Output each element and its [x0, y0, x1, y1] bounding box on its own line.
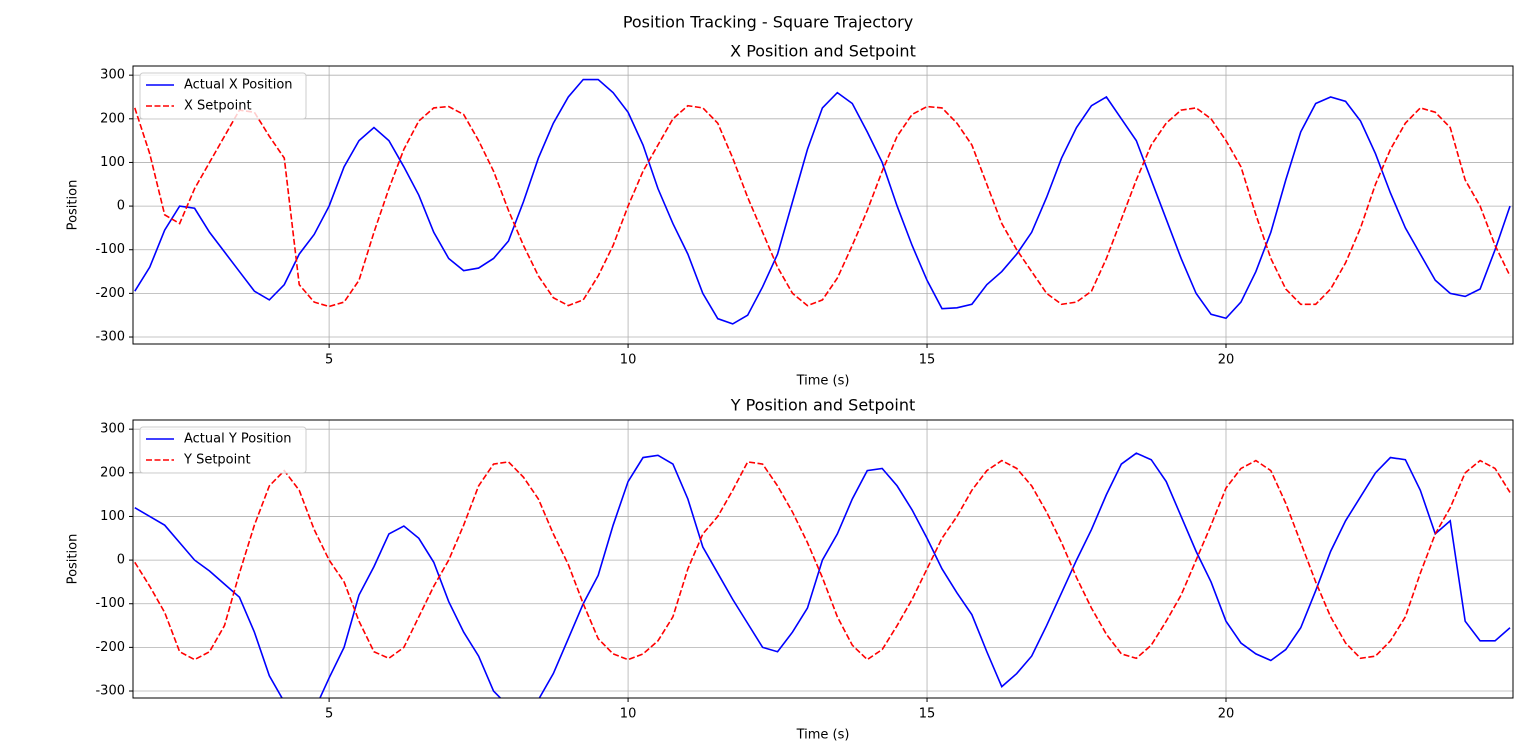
figure-title: Position Tracking - Square Trajectory	[623, 13, 913, 32]
x-tick-label: 15	[919, 707, 936, 722]
axes-title: Y Position and Setpoint	[730, 396, 916, 415]
y-tick-label: -300	[95, 684, 125, 699]
y-tick-label: 200	[100, 111, 125, 126]
y-tick-label: -200	[95, 640, 125, 655]
legend-label: X Setpoint	[184, 99, 252, 114]
legend-label: Actual X Position	[184, 78, 293, 93]
series-line	[134, 78, 1511, 325]
x-tick-label: 5	[325, 707, 333, 722]
y-tick-label: 200	[100, 465, 125, 480]
y-tick-label: 300	[100, 68, 125, 83]
x-tick-label: 20	[1218, 707, 1235, 722]
y-tick-label: 300	[100, 422, 125, 437]
series-line	[134, 104, 1511, 308]
y-tick-label: 0	[117, 553, 125, 568]
y-axis-label: Position	[66, 534, 81, 585]
axes-frame	[132, 65, 1514, 345]
legend-box	[139, 72, 307, 120]
y-tick-label: 0	[117, 199, 125, 214]
y-tick-label: -100	[95, 242, 125, 257]
y-tick-label: -100	[95, 596, 125, 611]
x-tick-label: 5	[325, 353, 333, 368]
axes-frame	[132, 419, 1514, 699]
series-line	[134, 452, 1511, 698]
x-tick-label: 15	[919, 353, 936, 368]
axes-title: X Position and Setpoint	[730, 42, 916, 61]
x-axis-label: Time (s)	[796, 374, 850, 389]
y-tick-label: 100	[100, 155, 125, 170]
y-tick-label: -200	[95, 286, 125, 301]
series-line	[134, 459, 1511, 661]
x-tick-label: 10	[620, 707, 637, 722]
legend-label: Actual Y Position	[184, 432, 292, 447]
x-axis-label: Time (s)	[796, 728, 850, 743]
y-tick-label: -300	[95, 330, 125, 345]
legend-label: Y Setpoint	[183, 453, 251, 468]
y-tick-label: 100	[100, 509, 125, 524]
x-tick-label: 20	[1218, 353, 1235, 368]
y-axis-label: Position	[66, 180, 81, 231]
legend-box	[139, 426, 307, 474]
x-tick-label: 10	[620, 353, 637, 368]
